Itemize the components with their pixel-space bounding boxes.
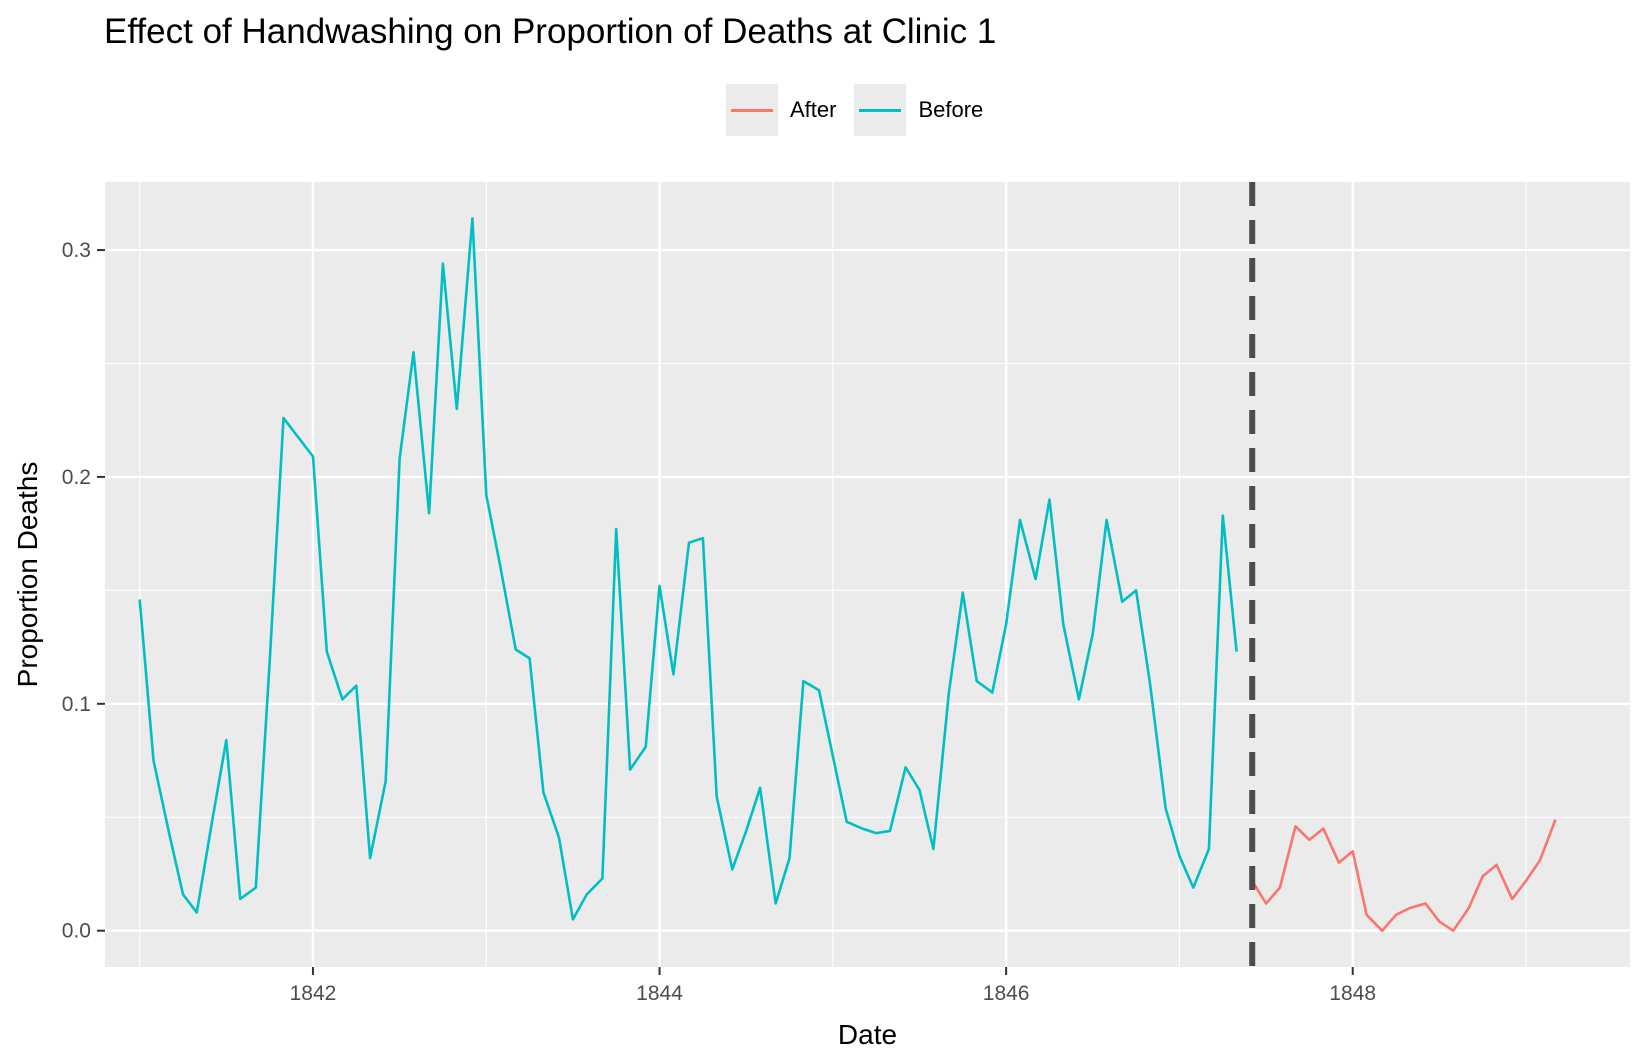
x-axis-title: Date	[838, 1019, 897, 1050]
legend-item-before: Before	[854, 84, 983, 136]
legend: After Before	[726, 84, 1001, 136]
legend-item-after: After	[726, 84, 836, 136]
x-tick-label: 1842	[290, 982, 337, 1005]
series-line-after	[1251, 819, 1557, 933]
legend-swatch-before	[859, 109, 902, 112]
series-line-before	[138, 217, 1238, 921]
legend-label-before: Before	[918, 97, 984, 122]
x-axis-ticks: 1842 1844 1846 1848	[290, 967, 1376, 1005]
legend-swatch-after	[731, 109, 773, 112]
y-tick-label: 0.2	[62, 466, 91, 489]
legend-key-after	[726, 84, 778, 136]
x-tick-label: 1846	[983, 982, 1030, 1005]
chart-title: Effect of Handwashing on Proportion of D…	[104, 12, 997, 51]
plot-panel	[105, 182, 1630, 967]
major-gridlines	[105, 182, 1630, 967]
legend-key-before	[854, 84, 907, 136]
series-lines	[138, 217, 1557, 933]
x-tick-label: 1848	[1329, 982, 1376, 1005]
y-tick-label: 0.0	[62, 920, 91, 943]
legend-label-after: After	[790, 97, 837, 122]
y-axis-ticks: 0.0 0.1 0.2 0.3	[62, 239, 105, 943]
y-axis-title: Proportion Deaths	[12, 462, 43, 688]
minor-gridlines	[105, 182, 1630, 967]
y-tick-label: 0.1	[62, 693, 91, 716]
x-tick-label: 1844	[636, 982, 683, 1005]
y-tick-label: 0.3	[62, 239, 91, 262]
